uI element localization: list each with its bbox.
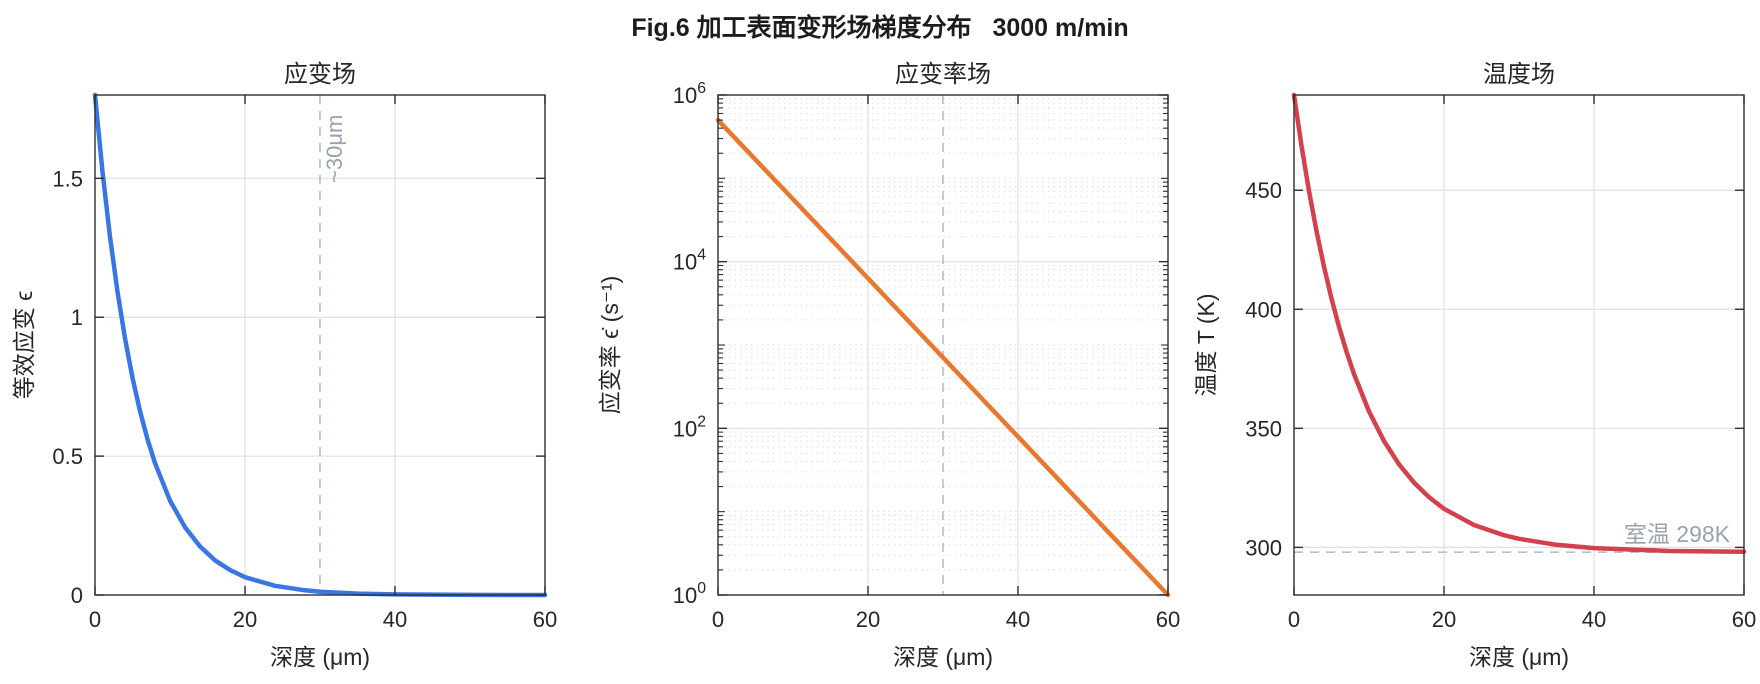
y-axis-label: 应变率 ϵ̇ (s⁻¹) bbox=[597, 276, 623, 415]
x-tick-label: 60 bbox=[1732, 607, 1756, 632]
temperature-field-curve bbox=[1291, 92, 1747, 554]
y-tick-label: 100 bbox=[673, 580, 706, 608]
y-tick-label: 1.5 bbox=[52, 166, 83, 191]
y-tick-label: 102 bbox=[673, 413, 706, 441]
axis-ticks bbox=[717, 94, 1169, 596]
minor-ticks bbox=[718, 98, 1168, 571]
y-tick-label: 1 bbox=[71, 305, 83, 330]
strain-rate-field-curve bbox=[715, 117, 1171, 598]
x-tick-label: 0 bbox=[89, 607, 101, 632]
plots-row: 应变场 0 20 40 60 0 0.5 1 1.5 深度 (μm) 等效应变 ϵ ~30μm 应变率… bbox=[0, 40, 1760, 684]
axis-ticks bbox=[1293, 95, 1745, 595]
x-axis-label: 深度 (μm) bbox=[1469, 644, 1569, 670]
y-axis-label: 温度 T (K) bbox=[1193, 293, 1219, 396]
figure-title: Fig.6 加工表面变形场梯度分布 3000 m/min bbox=[631, 14, 1129, 42]
x-tick-label: 40 bbox=[383, 607, 407, 632]
x-tick-label: 60 bbox=[1156, 607, 1180, 632]
strain-field-panel: 应变场 0 20 40 60 0 0.5 1 1.5 深度 (μm) 等效应变 ϵ ~30μm bbox=[11, 61, 557, 670]
x-tick-label: 20 bbox=[233, 607, 257, 632]
x-tick-label: 60 bbox=[533, 607, 557, 632]
y-axis-label: 等效应变 ϵ bbox=[11, 291, 37, 400]
y-tick-label: 104 bbox=[673, 247, 706, 275]
panel-title: 应变场 bbox=[284, 61, 356, 88]
x-axis-label: 深度 (μm) bbox=[270, 644, 370, 670]
panel-title: 应变率场 bbox=[895, 61, 991, 88]
depth-marker-label: ~30μm bbox=[322, 115, 347, 183]
x-tick-label: 40 bbox=[1582, 607, 1606, 632]
strain-rate-field-panel: 应变率场 0 20 40 60 100 102 104 106 深度 (μm) 应变率 ϵ̇ (s⁻… bbox=[597, 61, 1180, 670]
x-tick-label: 40 bbox=[1006, 607, 1030, 632]
room-temp-label: 室温 298K bbox=[1624, 521, 1731, 547]
y-tick-label: 106 bbox=[673, 80, 706, 108]
x-tick-label: 20 bbox=[856, 607, 880, 632]
y-tick-label: 0.5 bbox=[52, 444, 83, 469]
y-tick-label: 450 bbox=[1245, 178, 1282, 203]
strain-field-curve bbox=[92, 92, 548, 598]
temperature-field-panel: 温度场 0 20 40 60 300 350 400 450 深度 (μm) 温度 T (K) 室温 … bbox=[1193, 61, 1756, 670]
y-tick-label: 0 bbox=[71, 583, 83, 608]
axes-box bbox=[94, 94, 546, 596]
axis-ticks bbox=[94, 95, 546, 596]
y-tick-label: 300 bbox=[1245, 535, 1282, 560]
x-tick-label: 20 bbox=[1432, 607, 1456, 632]
y-tick-label: 400 bbox=[1245, 297, 1282, 322]
panel-title: 温度场 bbox=[1483, 61, 1555, 88]
grid-lines bbox=[718, 95, 1168, 595]
x-axis-label: 深度 (μm) bbox=[893, 644, 993, 670]
x-tick-label: 0 bbox=[712, 607, 724, 632]
x-tick-label: 0 bbox=[1288, 607, 1300, 632]
y-tick-label: 350 bbox=[1245, 416, 1282, 441]
axes-box bbox=[1293, 94, 1745, 596]
grid-lines bbox=[1294, 95, 1744, 595]
